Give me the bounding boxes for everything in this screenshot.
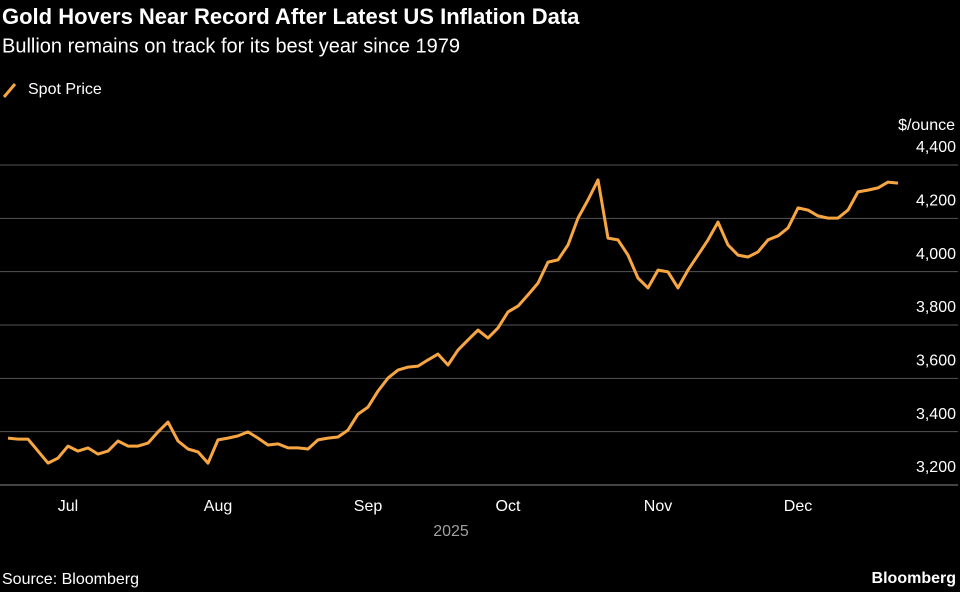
- brand: Bloomberg: [872, 570, 956, 587]
- x-tick-label: Dec: [784, 498, 812, 515]
- x-tick-label: Jul: [58, 498, 78, 515]
- x-tick-label: Nov: [644, 498, 672, 515]
- source: Source: Bloomberg: [2, 571, 139, 588]
- x-tick-label: Oct: [496, 498, 521, 515]
- x-tick-label: Sep: [354, 498, 383, 515]
- y-tick-label: 4,400: [916, 139, 956, 156]
- y-tick-label: 3,800: [916, 299, 956, 316]
- legend-swatch: [2, 83, 17, 98]
- x-axis-label: 2025: [433, 523, 469, 540]
- x-tick-label: Aug: [204, 498, 232, 515]
- chart-title: Gold Hovers Near Record After Latest US …: [2, 4, 580, 29]
- chart-subtitle: Bullion remains on track for its best ye…: [2, 35, 460, 57]
- y-axis-label: $/ounce: [898, 117, 955, 134]
- line-series: [7, 178, 899, 465]
- y-tick-label: 4,200: [916, 193, 956, 210]
- y-tick-label: 3,400: [916, 406, 956, 423]
- y-tick-label: 3,200: [916, 459, 956, 476]
- y-tick-label: 3,600: [916, 353, 956, 370]
- y-tick-label: 4,000: [916, 246, 956, 263]
- legend-label: Spot Price: [28, 81, 102, 98]
